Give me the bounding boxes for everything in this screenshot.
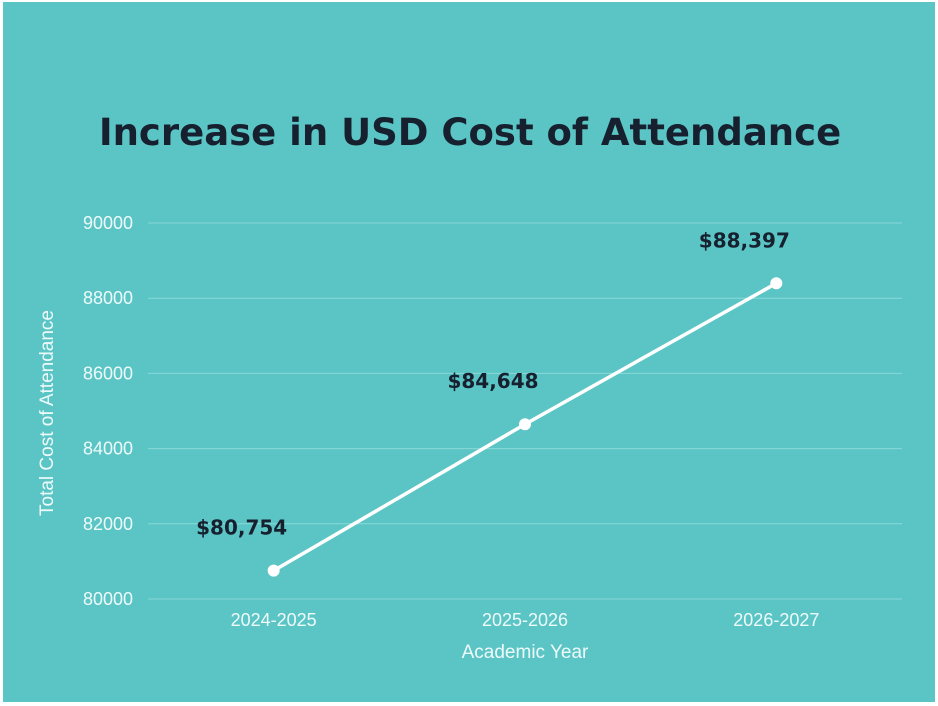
x-tick-label: 2026-2027 [733, 610, 819, 630]
y-tick-label: 90000 [83, 213, 133, 233]
data-label: $84,648 [447, 369, 538, 393]
data-point [770, 277, 783, 290]
line-chart: Increase in USD Cost of Attendance 80000… [37, 111, 902, 663]
x-axis-label: Academic Year [462, 642, 589, 663]
data-point [267, 564, 280, 577]
x-tick-label: 2025-2026 [482, 610, 568, 630]
data-point [519, 418, 531, 431]
y-tick-label: 84000 [83, 439, 133, 459]
y-tick-label: 86000 [83, 363, 133, 383]
chart-title: Increase in USD Cost of Attendance [99, 111, 841, 154]
x-tick-label: 2024-2025 [231, 610, 317, 630]
y-tick-label: 88000 [83, 288, 133, 308]
y-tick-label: 80000 [83, 589, 133, 609]
data-label: $88,397 [699, 228, 790, 252]
chart-container: Increase in USD Cost of Attendance 80000… [3, 2, 935, 702]
y-tick-label: 82000 [83, 514, 133, 534]
data-label: $80,754 [196, 516, 287, 540]
y-axis-label: Total Cost of Attendance [37, 310, 58, 516]
